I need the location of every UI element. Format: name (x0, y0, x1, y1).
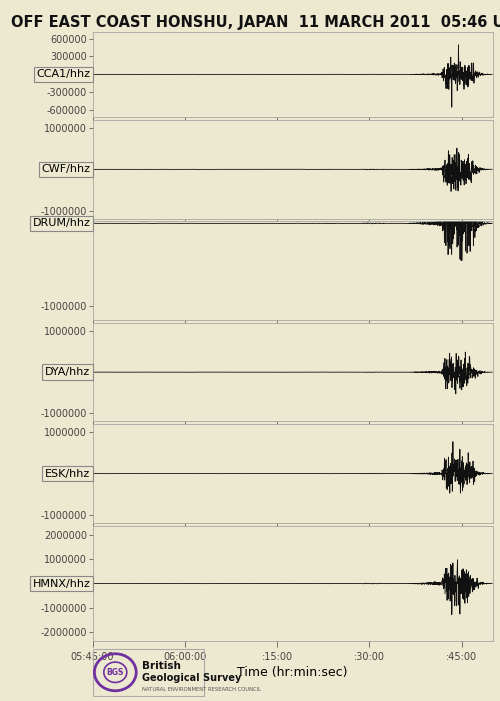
Text: DYA/hhz: DYA/hhz (45, 367, 90, 377)
Text: CWF/hhz: CWF/hhz (42, 164, 90, 175)
Text: NATURAL ENVIRONMENT RESEARCH COUNCIL: NATURAL ENVIRONMENT RESEARCH COUNCIL (142, 688, 261, 693)
X-axis label: Time (hr:min:sec): Time (hr:min:sec) (238, 666, 348, 679)
Text: DRUM/hhz: DRUM/hhz (32, 219, 90, 229)
Text: HMNX/hhz: HMNX/hhz (32, 578, 90, 589)
Text: OFF EAST COAST HONSHU, JAPAN  11 MARCH 2011  05:46 UTC  8.9 MW: OFF EAST COAST HONSHU, JAPAN 11 MARCH 20… (11, 15, 500, 30)
Text: ESK/hhz: ESK/hhz (45, 468, 90, 479)
Text: BGS: BGS (106, 668, 124, 676)
Text: CCA1/hhz: CCA1/hhz (36, 69, 90, 79)
Text: Geological Survey: Geological Survey (142, 673, 242, 683)
Text: British: British (142, 660, 181, 671)
